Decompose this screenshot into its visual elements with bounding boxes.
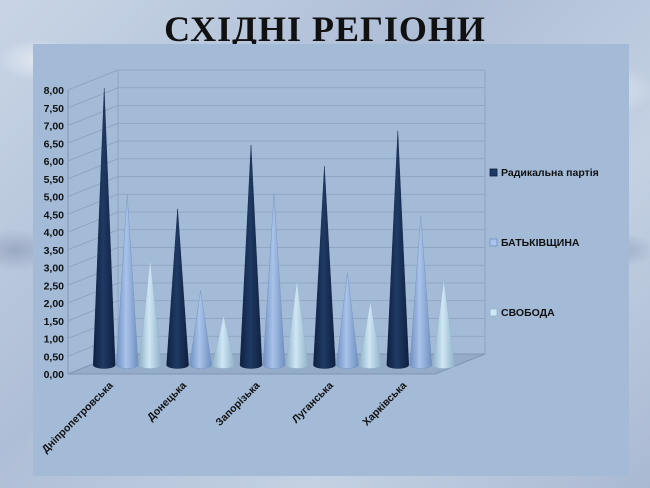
x-tick-labels: Дніпропетровська Донецька Запорізька Луганс… (40, 380, 410, 456)
legend-label-2: БАТЬКІВЩИНА (501, 237, 580, 249)
y-tick-label: 3,50 (44, 245, 65, 257)
y-tick-label: 5,00 (44, 192, 65, 204)
y-tick-label: 0,00 (44, 369, 65, 381)
slide-title: СХІДНІ РЕГІОНИ (164, 9, 486, 49)
legend-swatch-1 (489, 168, 498, 177)
cone-3-4 (359, 301, 382, 369)
gridline-side (67, 87, 119, 109)
gridline-side (67, 122, 119, 144)
cone-3-3 (285, 279, 309, 369)
y-tick-label: 1,50 (44, 316, 65, 328)
gridline-side (67, 158, 119, 180)
legend-label-1: Радикальна партія (501, 167, 599, 179)
x-tick-label: Донецька (145, 380, 189, 424)
y-tick-label: 1,00 (44, 334, 65, 346)
y-tick-label: 4,00 (44, 227, 65, 239)
legend: Радикальна партія БАТЬКІВЩИНА СВОБОДА (489, 167, 599, 319)
cone-3-2 (212, 315, 235, 369)
cone-2-1 (115, 194, 139, 369)
y-tick-label: 2,00 (44, 298, 65, 310)
cone-3-1 (138, 258, 162, 369)
chart-area (33, 44, 629, 476)
cone-2-4 (336, 272, 359, 369)
y-tick-labels: 0,00 0,50 1,00 1,50 2,00 2,50 3,00 3,50 4,00 4,50… (44, 85, 65, 381)
cone-1-1 (92, 88, 116, 369)
cone-1-5 (386, 130, 410, 369)
y-tick-label: 6,50 (44, 138, 65, 150)
cone-2-2 (189, 290, 212, 369)
x-tick-label: Луганська (290, 380, 336, 426)
y-tick-label: 4,50 (44, 209, 65, 221)
x-tick-label: Дніпропетровська (40, 380, 116, 456)
y-tick-label: 5,50 (44, 174, 65, 186)
x-tick-label: Харківська (360, 380, 409, 429)
legend-label-3: СВОБОДА (501, 307, 555, 319)
cone-1-2 (166, 208, 189, 369)
y-tick-label: 7,00 (44, 121, 65, 133)
y-tick-label: 3,00 (44, 263, 65, 275)
gridline-side (67, 176, 119, 197)
cone-2-5 (409, 215, 433, 369)
gridline-side (67, 211, 119, 233)
gridline-side (67, 69, 119, 91)
legend-swatch-2 (489, 238, 498, 247)
cone-3-5 (432, 279, 456, 369)
gridline-side (67, 105, 119, 126)
y-tick-label: 0,50 (44, 351, 65, 363)
gridline-side (67, 193, 119, 215)
cone-1-3 (239, 144, 263, 369)
y-tick-label: 2,50 (44, 280, 65, 292)
cones (92, 88, 456, 369)
y-tick-label: 6,00 (44, 156, 65, 168)
cone-2-3 (262, 194, 286, 369)
cone-1-4 (313, 166, 336, 369)
y-tick-label: 7,50 (44, 103, 65, 115)
legend-swatch-3 (489, 308, 498, 317)
gridline-side (67, 140, 119, 162)
x-tick-label: Запорізька (213, 380, 262, 429)
y-tick-label: 8,00 (44, 85, 65, 97)
